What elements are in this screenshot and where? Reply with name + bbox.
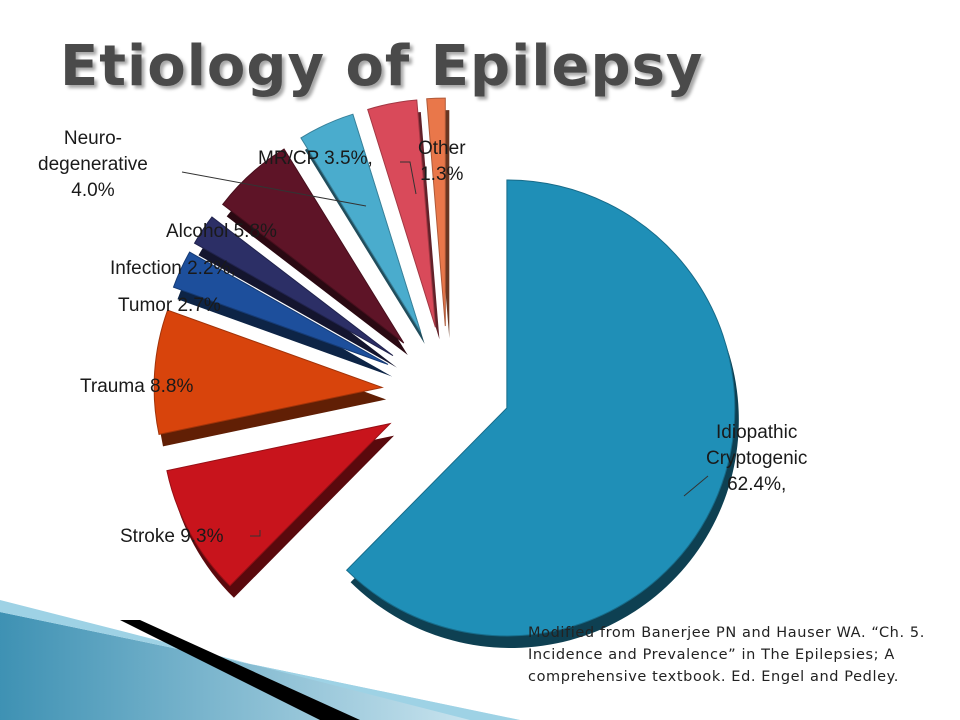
leader-mrcp bbox=[400, 161, 417, 195]
slice-trauma bbox=[153, 309, 384, 435]
slice-other bbox=[426, 97, 446, 327]
leader-stroke bbox=[250, 530, 261, 537]
slice-stroke bbox=[166, 422, 392, 587]
label-stroke: Stroke 9.3% bbox=[120, 526, 224, 547]
label-trauma: Trauma 8.8% bbox=[80, 376, 194, 397]
slice-mr-cp bbox=[367, 99, 436, 328]
label-tumor: Tumor 2.7% bbox=[118, 295, 221, 316]
slice-neuro-degenerative bbox=[300, 113, 422, 333]
label-idiopathic: Idiopathic Cryptogenic 62.4%, bbox=[706, 422, 808, 495]
label-other: Other 1.3% bbox=[418, 138, 466, 185]
slice-tumor bbox=[172, 251, 389, 365]
label-mrcp: MR/CP 3.5%, bbox=[258, 148, 373, 169]
label-neurodegenerative: Neuro- degenerative 4.0% bbox=[38, 128, 148, 201]
slide-title: Etiology of Epilepsy bbox=[60, 34, 704, 99]
decor-black-stripe bbox=[120, 620, 360, 720]
slice-idiopathic-cryptogenic bbox=[345, 179, 736, 637]
label-alcohol: Alcohol 5.8% bbox=[166, 221, 277, 242]
source-citation: Modified from Banerjee PN and Hauser WA.… bbox=[528, 625, 925, 685]
label-infection: Infection 2.2%, bbox=[110, 258, 236, 279]
leader-idiopathic bbox=[683, 475, 709, 497]
slice-alcohol bbox=[221, 148, 405, 344]
slice-infection bbox=[193, 216, 394, 357]
leader-neurodegenerative bbox=[181, 171, 367, 207]
